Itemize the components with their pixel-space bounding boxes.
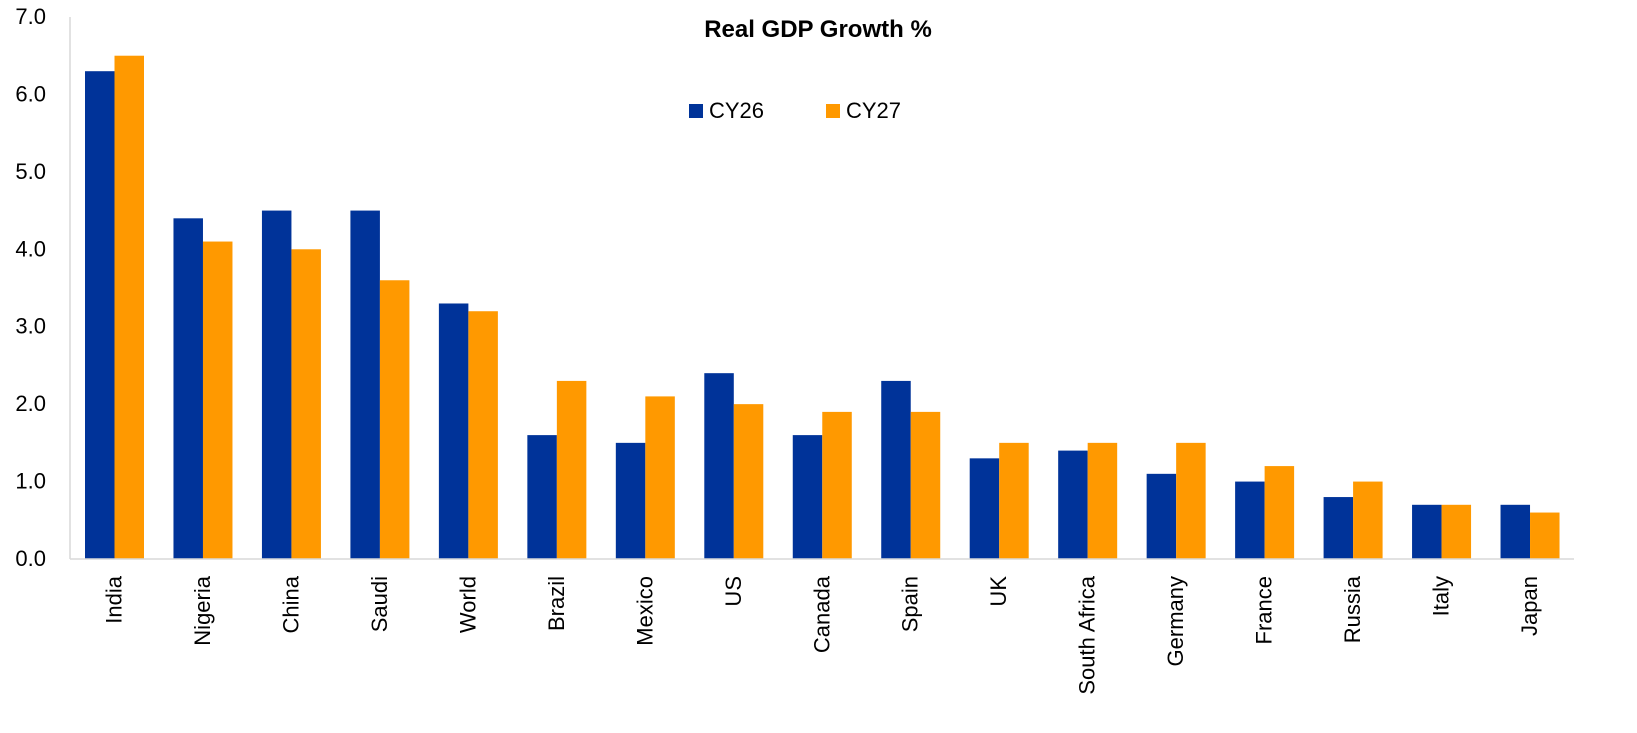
bar-cy27-world — [468, 311, 498, 559]
y-tick-label: 0.0 — [15, 546, 46, 571]
bar-cy26-italy — [1412, 504, 1442, 559]
y-tick-label: 5.0 — [15, 159, 46, 184]
y-tick-label: 2.0 — [15, 391, 46, 416]
bar-cy27-uk — [999, 442, 1029, 559]
x-tick-label: Brazil — [544, 576, 569, 631]
y-axis-ticks: 0.0 1.0 2.0 3.0 4.0 5.0 6.0 7.0 — [15, 4, 46, 571]
bars-group — [85, 55, 1560, 560]
bar-cy26-india — [85, 71, 115, 559]
legend-label-cy27: CY27 — [846, 98, 901, 123]
bar-cy26-japan — [1500, 504, 1531, 559]
bar-cy26-world — [438, 303, 469, 559]
bar-cy27-spain — [910, 411, 941, 559]
legend-swatch-cy26 — [689, 104, 703, 118]
bar-cy27-nigeria — [202, 241, 233, 560]
bar-cy26-south-africa — [1058, 450, 1088, 559]
bar-cy26-brazil — [527, 435, 557, 559]
bar-cy26-russia — [1323, 497, 1354, 559]
x-tick-label: South Africa — [1075, 575, 1100, 694]
x-tick-label: India — [102, 575, 127, 623]
bar-cy26-france — [1235, 481, 1265, 559]
bar-cy26-us — [704, 373, 734, 559]
x-tick-label: Nigeria — [190, 575, 215, 645]
x-tick-label: Spain — [898, 576, 923, 632]
y-tick-label: 6.0 — [15, 81, 46, 106]
bar-cy26-saudi — [350, 210, 380, 560]
x-tick-label: Italy — [1429, 576, 1454, 616]
bar-cy26-spain — [881, 380, 911, 559]
bar-cy27-saudi — [379, 280, 410, 559]
legend-swatch-cy27 — [826, 104, 840, 118]
chart-title: Real GDP Growth % — [704, 16, 932, 43]
y-tick-label: 3.0 — [15, 314, 46, 339]
x-tick-label: World — [455, 576, 480, 633]
legend: CY26 CY27 — [689, 98, 901, 123]
bar-cy26-nigeria — [173, 218, 203, 560]
y-tick-label: 1.0 — [15, 469, 46, 494]
bar-cy26-china — [261, 210, 292, 560]
x-tick-label: Canada — [809, 575, 834, 653]
x-tick-label: US — [721, 576, 746, 607]
bar-cy26-germany — [1146, 473, 1177, 559]
bar-cy27-russia — [1353, 481, 1383, 559]
bar-cy27-south-africa — [1087, 442, 1118, 559]
y-tick-label: 4.0 — [15, 236, 46, 261]
x-tick-label: Russia — [1340, 575, 1365, 643]
x-tick-label: Saudi — [367, 576, 392, 632]
legend-label-cy26: CY26 — [709, 98, 764, 123]
bar-cy27-china — [291, 249, 321, 560]
x-axis-ticks: India Nigeria China Saudi World Brazil Mexico U… — [102, 575, 1543, 694]
bar-cy27-india — [114, 55, 144, 559]
bar-cy27-brazil — [556, 380, 587, 559]
bar-cy27-italy — [1441, 504, 1472, 559]
bar-cy27-canada — [822, 411, 852, 559]
bar-cy27-us — [733, 404, 764, 559]
bar-cy26-canada — [792, 435, 823, 559]
x-tick-label: Japan — [1517, 576, 1542, 636]
y-tick-label: 7.0 — [15, 4, 46, 29]
x-tick-label: France — [1252, 576, 1277, 644]
x-tick-label: Mexico — [632, 576, 657, 646]
bar-cy27-mexico — [645, 396, 675, 559]
x-tick-label: Germany — [1163, 576, 1188, 666]
bar-cy27-germany — [1176, 442, 1206, 559]
x-tick-label: China — [278, 575, 303, 633]
bar-cy27-japan — [1530, 512, 1560, 559]
bar-cy26-uk — [969, 458, 1000, 559]
bar-cy27-france — [1264, 466, 1295, 559]
bar-cy26-mexico — [615, 442, 646, 559]
x-tick-label: UK — [986, 576, 1011, 607]
